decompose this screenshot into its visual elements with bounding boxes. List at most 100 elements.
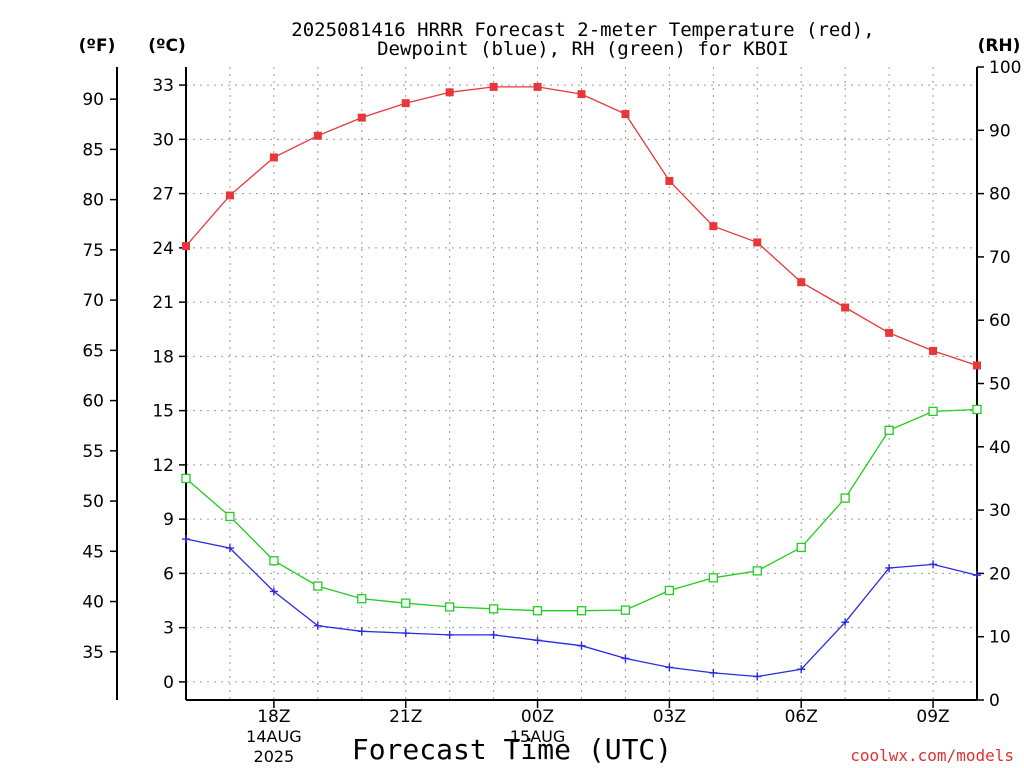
rh-tick-label: 30 [989, 501, 1011, 521]
rh-marker [752, 566, 762, 576]
dewpoint-marker [225, 544, 234, 553]
data-series [181, 82, 982, 681]
dewpoint-marker [357, 627, 366, 636]
rh-marker [708, 573, 718, 583]
dewpoint-marker [182, 535, 190, 544]
rh-tick-label: 0 [989, 691, 1000, 711]
fahrenheit-tick-label: 40 [82, 593, 104, 613]
fahrenheit-tick-label: 75 [82, 241, 104, 261]
rh-marker [576, 606, 587, 616]
temperature-marker [401, 99, 410, 108]
rh-tick-label: 100 [989, 58, 1021, 78]
rh-marker [269, 556, 279, 566]
fahrenheit-tick-label: 65 [82, 341, 104, 361]
celsius-tick-label: 9 [163, 510, 174, 530]
x-tick-label: 18Z [257, 707, 290, 727]
dewpoint-marker [401, 629, 410, 638]
x-tick-date-label: 14AUG [246, 727, 301, 746]
rh-marker [532, 606, 543, 616]
temperature-marker [753, 238, 762, 247]
dewpoint-marker [621, 654, 630, 663]
celsius-tick-label: 3 [163, 619, 174, 639]
fahrenheit-tick-label: 55 [82, 442, 104, 462]
rh-marker [840, 493, 850, 503]
rh-tick-label: 40 [989, 438, 1011, 458]
dewpoint-marker [665, 663, 674, 672]
chart-title-line-1: 2025081416 HRRR Forecast 2-meter Tempera… [291, 19, 874, 41]
temperature-marker [709, 222, 718, 231]
temperature-marker [885, 328, 894, 337]
celsius-tick-label: 33 [152, 76, 174, 96]
axes [110, 66, 984, 708]
dewpoint-marker [533, 636, 542, 645]
celsius-tick-label: 0 [163, 673, 174, 693]
fahrenheit-tick-label: 80 [82, 191, 104, 211]
celsius-tick-label: 27 [152, 185, 174, 205]
rh-tick-label: 90 [989, 121, 1011, 141]
celsius-tick-label: 12 [152, 456, 174, 476]
rh-marker [357, 594, 367, 604]
rh-marker [928, 406, 938, 417]
temperature-marker [973, 361, 981, 370]
dewpoint-marker [489, 630, 498, 639]
dewpoint-marker [313, 621, 322, 630]
dewpoint-marker [797, 665, 806, 674]
temperature-marker [797, 278, 806, 287]
x-axis-label: Forecast Time (UTC) [352, 733, 672, 766]
x-tick-label: 03Z [653, 707, 686, 727]
rh-tick-label: 60 [989, 311, 1011, 331]
dewpoint-marker [753, 672, 762, 681]
x-tick-label: 06Z [785, 707, 818, 727]
fahrenheit-unit-label: (ºF) [79, 36, 116, 56]
rh-marker [401, 598, 411, 608]
dewpoint-marker [269, 587, 278, 596]
dewpoint-marker [885, 563, 894, 572]
watermark: coolwx.com/models [850, 746, 1014, 765]
x-tick-label: 00Z [521, 707, 554, 727]
grid-lines [186, 67, 977, 700]
dewpoint-marker [577, 641, 586, 650]
tick-labels: 0 3 6 9 12 15 18 21 24 27 30 33 35 40 45 50 55 60 65 70 75 80… [82, 58, 1021, 766]
temperature-marker [225, 191, 234, 200]
temperature-marker [841, 303, 850, 312]
celsius-tick-label: 21 [152, 293, 174, 313]
rh-marker [796, 542, 806, 553]
rh-tick-label: 20 [989, 564, 1011, 584]
x-tick-date-label: 15AUG [510, 727, 565, 746]
rh-marker [884, 425, 894, 435]
dewpoint-marker [709, 668, 718, 677]
x-tick-year-label: 2025 [254, 747, 295, 766]
fahrenheit-tick-label: 35 [82, 643, 104, 663]
temperature-marker [577, 90, 586, 99]
temperature-marker [665, 176, 674, 185]
temperature-marker [182, 242, 190, 251]
dewpoint-marker [973, 571, 981, 580]
celsius-tick-label: 24 [152, 239, 174, 259]
rh-marker [664, 585, 675, 596]
rh-marker [488, 604, 499, 614]
chart-title-line-2: Dewpoint (blue), RH (green) for KBOI [377, 38, 789, 60]
temperature-line [185, 86, 978, 367]
temperature-marker [533, 82, 542, 91]
rh-unit-label: (RH) [978, 36, 1021, 56]
fahrenheit-tick-label: 60 [82, 392, 104, 412]
temperature-marker [489, 82, 498, 91]
rh-tick-label: 70 [989, 248, 1011, 268]
fahrenheit-tick-label: 45 [82, 542, 104, 562]
temperature-marker [445, 88, 454, 97]
celsius-tick-label: 18 [152, 347, 174, 367]
celsius-unit-label: (ºC) [148, 36, 186, 56]
dewpoint-marker [841, 618, 850, 627]
rh-marker [620, 605, 631, 615]
rh-marker [445, 602, 455, 612]
temperature-marker [929, 346, 938, 355]
x-tick-label: 09Z [916, 707, 949, 727]
rh-tick-label: 80 [989, 185, 1011, 205]
dewpoint-marker [929, 560, 938, 569]
x-tick-label: 21Z [389, 707, 422, 727]
fahrenheit-tick-label: 90 [82, 90, 104, 110]
rh-tick-label: 10 [989, 628, 1011, 648]
temperature-marker [621, 110, 630, 119]
rh-marker [313, 581, 323, 591]
